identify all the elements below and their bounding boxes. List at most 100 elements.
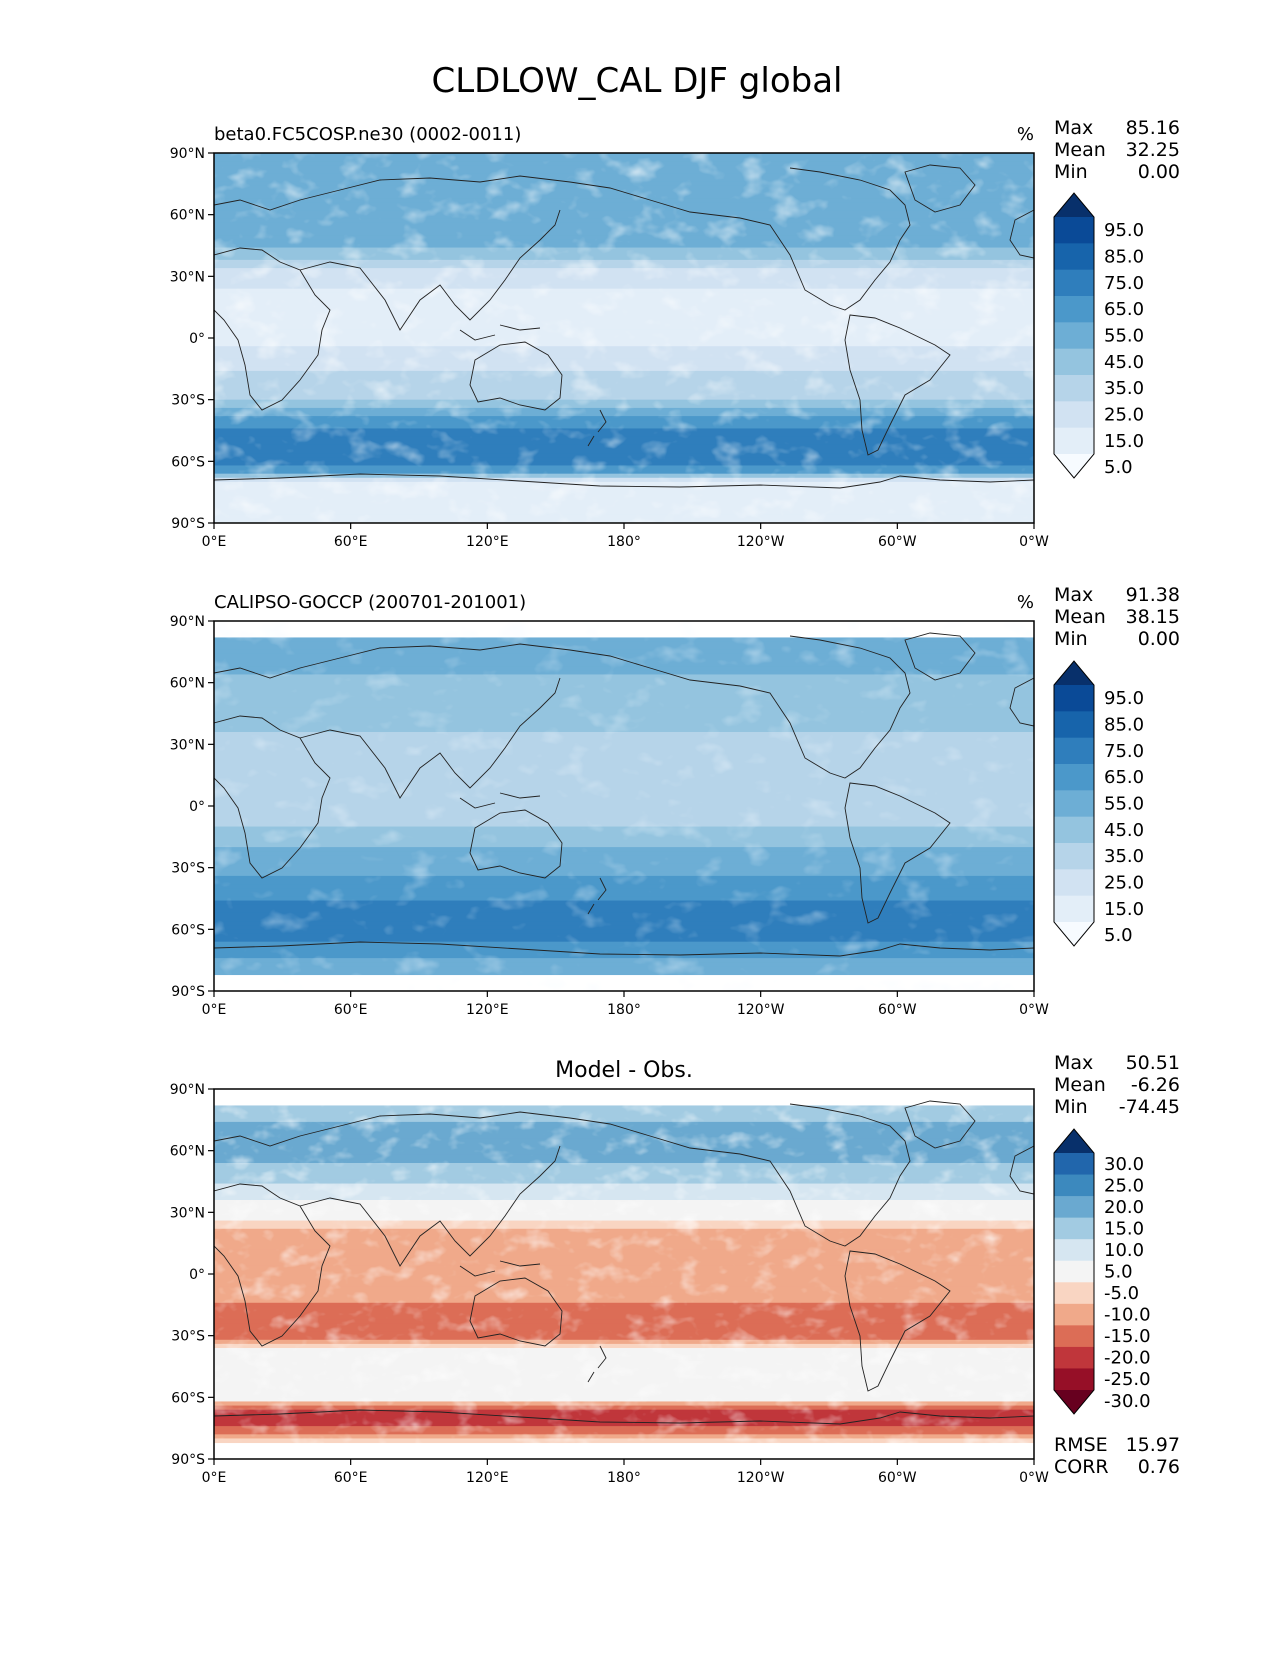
- x-axis: 0°E 60°E 120°E 180° 120°W 60°W 0°W: [202, 991, 1049, 1018]
- colorbar-segment: [1054, 217, 1094, 244]
- colorbar-segment: [1054, 1196, 1094, 1219]
- colorbar-segment: [1054, 869, 1094, 897]
- colorbar-extend-bottom: [1054, 454, 1094, 478]
- colorbar-tick-label: 55.0: [1104, 794, 1144, 815]
- colorbar-tick-label: 15.0: [1104, 899, 1144, 920]
- colorbar-tick-label: 30.0: [1104, 1154, 1144, 1175]
- stat-mean-label: Mean: [1054, 606, 1106, 628]
- x-tick-label: 120°E: [466, 1470, 509, 1486]
- y-tick-label: 60°N: [170, 1144, 205, 1160]
- colorbar-tick-label: 5.0: [1104, 925, 1133, 946]
- stat-min-label: Min: [1054, 628, 1088, 650]
- stat-max-value: 91.38: [1126, 584, 1180, 606]
- colorbar-extend-top: [1054, 661, 1094, 685]
- y-tick-label: 90°S: [171, 984, 205, 1000]
- stat-min-value: 0.00: [1138, 628, 1180, 650]
- stat-max-value: 50.51: [1126, 1052, 1180, 1074]
- y-tick-label: 90°N: [170, 614, 205, 630]
- colorbar-extend-top: [1054, 193, 1094, 217]
- x-tick-label: 60°W: [878, 1470, 917, 1486]
- y-axis: 90°N 60°N 30°N 0° 30°S 60°S 90°S: [170, 146, 214, 532]
- stat-min-value: 0.00: [1138, 161, 1180, 183]
- colorbar-tick-label: 85.0: [1104, 715, 1144, 736]
- x-axis: 0°E 60°E 120°E 180° 120°W 60°W 0°W: [202, 523, 1049, 550]
- colorbar-tick-label: 45.0: [1104, 352, 1144, 373]
- panel-model: beta0.FC5COSP.ne30 (0002-0011) % Max 85.…: [170, 117, 1180, 550]
- colorbar: 30.025.020.015.010.05.0-5.0-10.0-15.0-20…: [1053, 1128, 1151, 1415]
- x-tick-label: 180°: [607, 534, 641, 550]
- colorbar-outline: [1053, 660, 1095, 947]
- texture-overlay: [214, 153, 1034, 523]
- panel-title: CALIPSO-GOCCP (200701-201001): [214, 592, 526, 613]
- y-tick-label: 60°S: [171, 922, 205, 938]
- stat-mean-value: -6.26: [1131, 1074, 1180, 1096]
- colorbar-extend-bottom: [1054, 922, 1094, 946]
- y-tick-label: 30°S: [171, 861, 205, 877]
- map-area: [214, 621, 1034, 991]
- stats-block: Max 85.16 Mean 32.25 Min 0.00: [1054, 117, 1180, 183]
- stats-block: Max 50.51 Mean -6.26 Min -74.45 RMSE 15.…: [1054, 1052, 1180, 1478]
- x-tick-label: 180°: [607, 1470, 641, 1486]
- stat-corr-label: CORR: [1054, 1456, 1109, 1478]
- colorbar-tick-label: -25.0: [1104, 1369, 1151, 1390]
- colorbar-segment: [1054, 816, 1094, 844]
- stat-mean-label: Mean: [1054, 1074, 1106, 1096]
- y-tick-label: 60°N: [170, 676, 205, 692]
- colorbar-tick-label: 15.0: [1104, 431, 1144, 452]
- colorbar: 95.0 85.0 75.0 65.0 55.0 45.0 35.0 25.0 15.0 5.0: [1053, 660, 1144, 947]
- x-tick-label: 120°W: [737, 1470, 785, 1486]
- colorbar-tick-label: 35.0: [1104, 378, 1144, 399]
- colorbar-segment: [1054, 1174, 1094, 1197]
- y-tick-label: 30°N: [170, 737, 205, 753]
- stat-min-label: Min: [1054, 1096, 1088, 1118]
- stat-mean-label: Mean: [1054, 139, 1106, 161]
- y-tick-label: 60°S: [171, 454, 205, 470]
- texture-overlay: [214, 621, 1034, 991]
- colorbar-tick-label: 55.0: [1104, 326, 1144, 347]
- colorbar-segment: [1054, 895, 1094, 923]
- x-tick-label: 60°W: [878, 534, 917, 550]
- y-tick-label: 90°S: [171, 1452, 205, 1468]
- colorbar-segment: [1054, 322, 1094, 350]
- colorbar-tick-label: -5.0: [1104, 1283, 1139, 1304]
- x-tick-label: 60°E: [334, 1470, 368, 1486]
- colorbar-segment: [1054, 1239, 1094, 1262]
- y-tick-label: 30°S: [171, 393, 205, 409]
- stat-min-value: -74.45: [1119, 1096, 1180, 1118]
- colorbar-segment: [1054, 1260, 1094, 1283]
- x-tick-label: 120°W: [737, 1002, 785, 1018]
- stat-max-label: Max: [1054, 1052, 1093, 1074]
- colorbar-tick-label: -10.0: [1104, 1305, 1151, 1326]
- stat-rmse-label: RMSE: [1054, 1434, 1108, 1456]
- x-tick-label: 120°E: [466, 1002, 509, 1018]
- texture-overlay: [214, 1089, 1034, 1459]
- colorbar-segment: [1054, 790, 1094, 818]
- colorbar-tick-label: 35.0: [1104, 846, 1144, 867]
- colorbar-tick-label: 20.0: [1104, 1197, 1144, 1218]
- stat-max-label: Max: [1054, 117, 1093, 139]
- x-tick-label: 180°: [607, 1002, 641, 1018]
- units-label: %: [1017, 124, 1034, 145]
- colorbar-outline: [1053, 1128, 1095, 1415]
- x-tick-label: 120°W: [737, 534, 785, 550]
- colorbar-tick-label: 85.0: [1104, 247, 1144, 268]
- y-tick-label: 30°S: [171, 1329, 205, 1345]
- x-axis: 0°E 60°E 120°E 180° 120°W 60°W 0°W: [202, 1459, 1049, 1486]
- colorbar-segment: [1054, 1303, 1094, 1326]
- y-tick-label: 30°N: [170, 1205, 205, 1221]
- colorbar-segment: [1054, 711, 1094, 739]
- x-tick-label: 60°E: [334, 534, 368, 550]
- colorbar-tick-label: 25.0: [1104, 873, 1144, 894]
- y-tick-label: 0°: [189, 1267, 205, 1283]
- colorbar: 95.0 85.0 75.0 65.0 55.0 45.0 35.0 25.0 15.0 5.0: [1053, 192, 1144, 479]
- colorbar-tick-label: 25.0: [1104, 1175, 1144, 1196]
- stat-mean-value: 38.15: [1126, 606, 1180, 628]
- colorbar-extend-bottom: [1054, 1390, 1094, 1414]
- x-tick-label: 60°E: [334, 1002, 368, 1018]
- colorbar-tick-label: 95.0: [1104, 688, 1144, 709]
- colorbar-segment: [1054, 1368, 1094, 1391]
- x-tick-label: 0°E: [202, 1002, 227, 1018]
- units-label: %: [1017, 592, 1034, 613]
- colorbar-segment: [1054, 843, 1094, 870]
- y-axis: 90°N 60°N 30°N 0° 30°S 60°S 90°S: [170, 614, 214, 1000]
